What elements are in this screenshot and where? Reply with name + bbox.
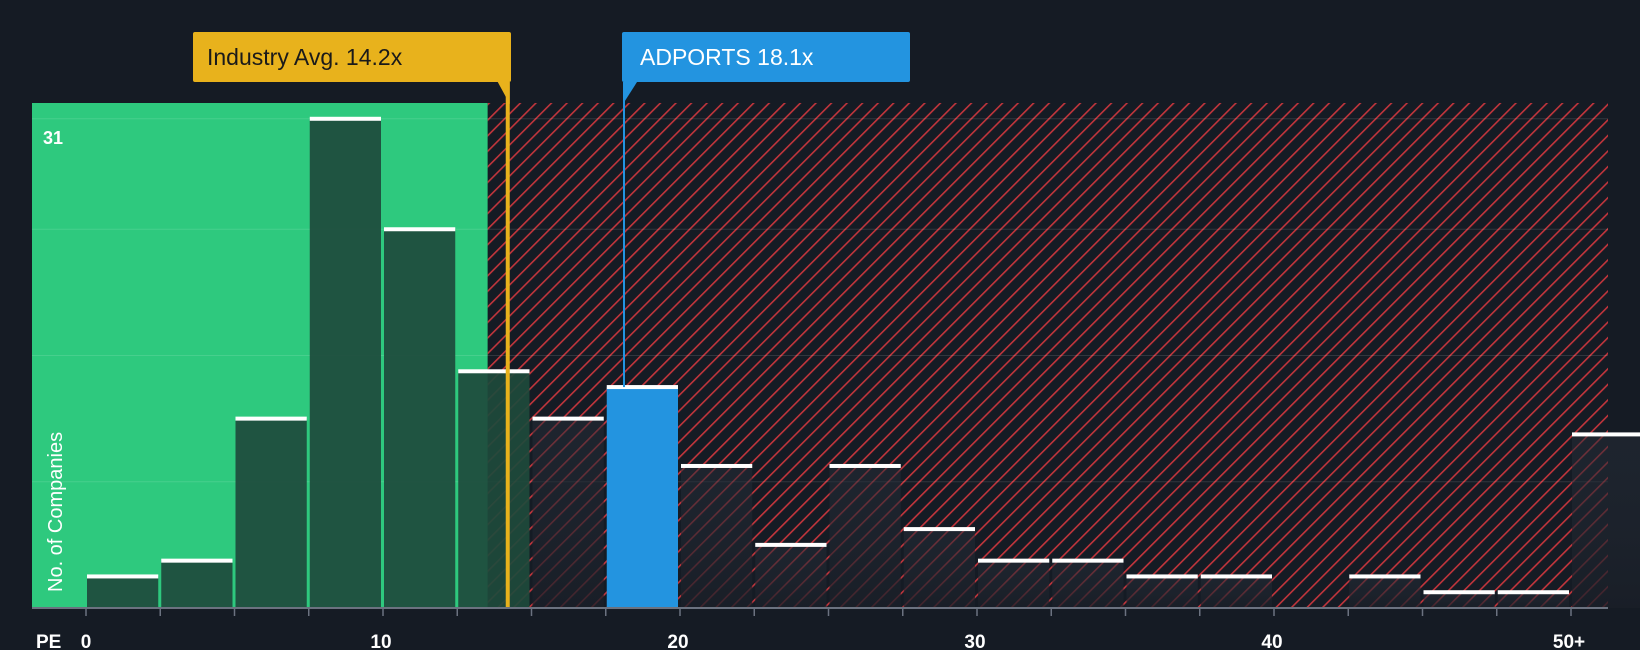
bar-cap-15 bbox=[532, 416, 604, 421]
bar-50-52.5 bbox=[1572, 434, 1640, 608]
bar-42.5-45 bbox=[1349, 576, 1421, 608]
bar-35-37.5 bbox=[1126, 576, 1198, 608]
industry-average-pointer bbox=[497, 82, 510, 104]
x-tick-label-20: 20 bbox=[667, 632, 688, 650]
bar-12.5-15 bbox=[458, 371, 530, 608]
industry-average-line bbox=[505, 82, 510, 608]
x-tick-label-10: 10 bbox=[370, 632, 391, 650]
bar-cap-42.5 bbox=[1349, 574, 1421, 579]
industry-average-callout: Industry Avg. 14.2x bbox=[193, 32, 511, 82]
bar-cap-20 bbox=[681, 463, 753, 468]
bar-cap-32.5 bbox=[1052, 558, 1124, 563]
bar-7.5-10 bbox=[309, 118, 381, 608]
bar-22.5-25 bbox=[755, 544, 827, 608]
bar-10-12.5 bbox=[384, 229, 456, 608]
bar-47.5-50 bbox=[1497, 592, 1569, 608]
y-axis-label: No. of Companies bbox=[45, 432, 67, 592]
bar-cap-0 bbox=[87, 574, 159, 579]
bar-cap-5 bbox=[235, 416, 307, 421]
y-axis-top-value: 31 bbox=[43, 128, 63, 148]
x-tick-label-30: 30 bbox=[964, 632, 985, 650]
bar-cap-45 bbox=[1423, 590, 1495, 595]
bar-17.5-20 bbox=[606, 387, 678, 608]
bar-15-17.5 bbox=[532, 418, 604, 608]
bar-45-47.5 bbox=[1423, 592, 1495, 608]
bar-37.5-40 bbox=[1200, 576, 1272, 608]
bar-cap-37.5 bbox=[1200, 574, 1272, 579]
marker-lines bbox=[497, 82, 637, 608]
bar-25-27.5 bbox=[829, 465, 901, 608]
x-axis-label: PE bbox=[36, 632, 61, 650]
company-pe-label: ADPORTS 18.1x bbox=[640, 44, 814, 70]
x-tick-label-0: 0 bbox=[81, 632, 92, 650]
bar-cap-35 bbox=[1126, 574, 1198, 579]
bar-cap-17.5 bbox=[606, 385, 678, 390]
bar-cap-2.5 bbox=[161, 558, 233, 563]
company-pe-pointer bbox=[623, 82, 637, 104]
bar-cap-27.5 bbox=[903, 527, 975, 532]
bar-cap-25 bbox=[829, 463, 901, 468]
bar-20-22.5 bbox=[681, 465, 753, 608]
bar-cap-12.5 bbox=[458, 369, 530, 374]
bar-cap-30 bbox=[978, 558, 1050, 563]
bar-30-32.5 bbox=[978, 560, 1050, 608]
bar-2.5-5 bbox=[161, 560, 233, 608]
x-axis-ticks: 0 10 20 30 40 50+ bbox=[81, 608, 1585, 650]
bar-32.5-35 bbox=[1052, 560, 1124, 608]
bar-cap-50 bbox=[1572, 432, 1640, 437]
bar-cap-7.5 bbox=[309, 116, 381, 121]
bar-cap-10 bbox=[384, 227, 456, 232]
x-tick-label-50+: 50+ bbox=[1553, 632, 1585, 650]
bar-cap-22.5 bbox=[755, 542, 827, 547]
company-pe-line bbox=[623, 82, 625, 388]
bar-5-7.5 bbox=[235, 418, 307, 608]
industry-average-label: Industry Avg. 14.2x bbox=[207, 44, 403, 70]
histogram-bars bbox=[87, 116, 1640, 608]
bar-0-2.5 bbox=[87, 576, 159, 608]
x-tick-label-40: 40 bbox=[1261, 632, 1282, 650]
company-pe-callout: ADPORTS 18.1x bbox=[622, 32, 910, 82]
bar-27.5-30 bbox=[903, 529, 975, 608]
bar-cap-47.5 bbox=[1497, 590, 1569, 595]
